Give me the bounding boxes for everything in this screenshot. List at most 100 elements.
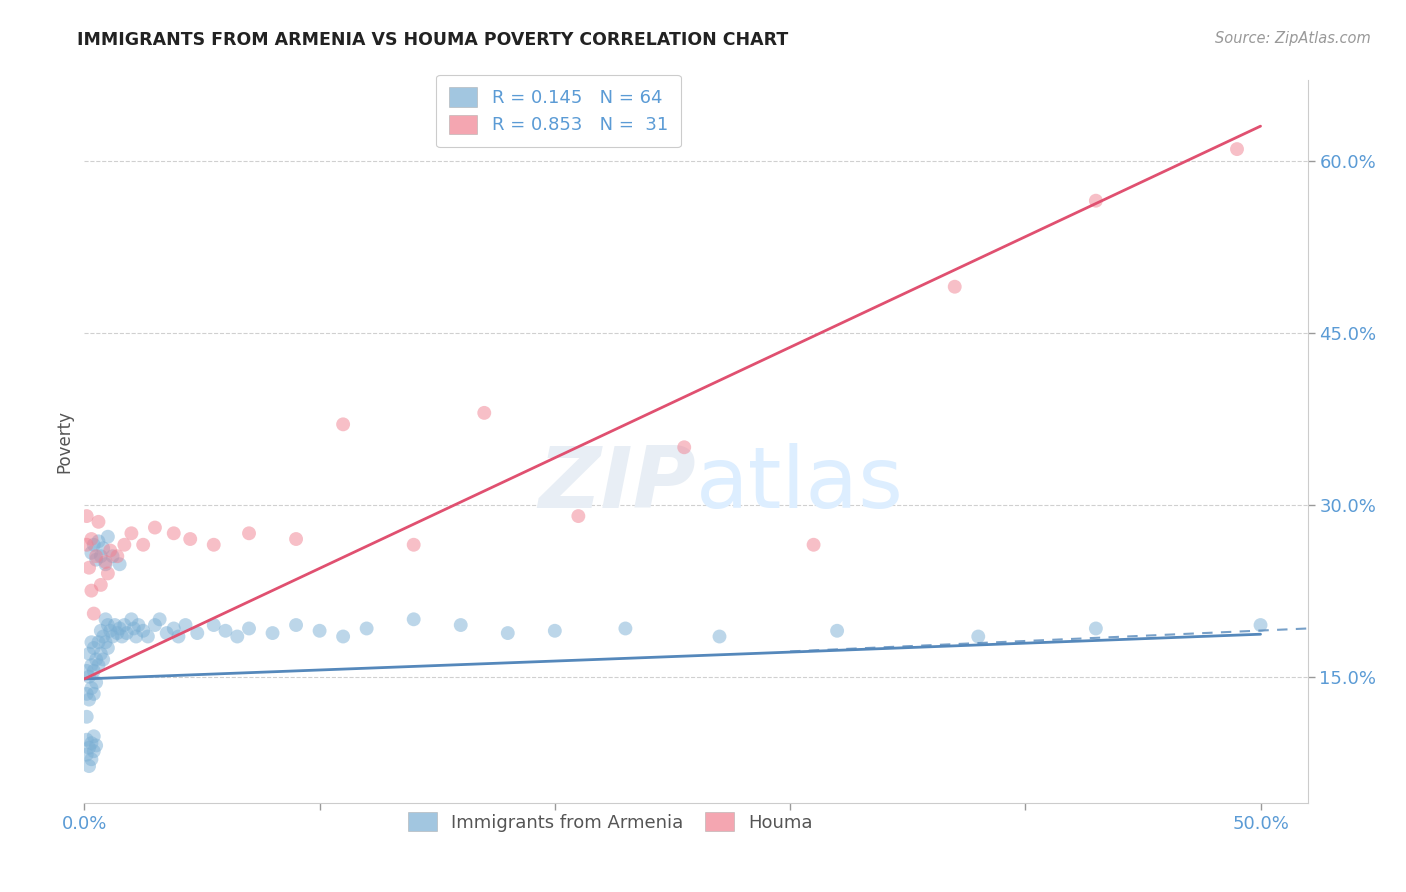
Point	[80, 752, 103, 766]
Point	[80, 635, 103, 649]
Point	[94, 612, 117, 626]
Point	[202, 538, 225, 552]
Point	[167, 630, 190, 644]
Point	[77, 692, 100, 706]
Point	[98, 543, 121, 558]
Point	[136, 630, 159, 644]
Point	[112, 618, 135, 632]
Point	[544, 624, 567, 638]
Point	[285, 618, 308, 632]
Point	[84, 549, 107, 564]
Point	[80, 532, 103, 546]
Point	[163, 622, 186, 636]
Point	[122, 622, 145, 636]
Point	[84, 675, 107, 690]
Point	[402, 612, 425, 626]
Point	[1084, 622, 1107, 636]
Point	[1226, 142, 1249, 156]
Point	[77, 670, 100, 684]
Point	[356, 622, 378, 636]
Point	[125, 630, 148, 644]
Point	[156, 626, 179, 640]
Point	[1250, 618, 1272, 632]
Point	[332, 417, 354, 432]
Point	[94, 555, 117, 569]
Legend: Immigrants from Armenia, Houma: Immigrants from Armenia, Houma	[399, 803, 823, 841]
Point	[76, 664, 98, 678]
Point	[76, 687, 98, 701]
Point	[83, 744, 105, 758]
Point	[97, 640, 120, 655]
Point	[98, 624, 121, 638]
Point	[94, 558, 117, 572]
Point	[84, 652, 107, 666]
Point	[97, 566, 120, 581]
Point	[80, 658, 103, 673]
Point	[76, 710, 98, 724]
Point	[226, 630, 249, 644]
Point	[76, 732, 98, 747]
Point	[238, 526, 260, 541]
Point	[214, 624, 236, 638]
Point	[97, 618, 120, 632]
Text: Source: ZipAtlas.com: Source: ZipAtlas.com	[1215, 31, 1371, 46]
Point	[77, 740, 100, 755]
Text: IMMIGRANTS FROM ARMENIA VS HOUMA POVERTY CORRELATION CHART: IMMIGRANTS FROM ARMENIA VS HOUMA POVERTY…	[77, 31, 789, 49]
Point	[709, 630, 731, 644]
Point	[567, 509, 589, 524]
Point	[105, 626, 128, 640]
Point	[108, 622, 131, 636]
Point	[104, 618, 127, 632]
Point	[186, 626, 208, 640]
Point	[83, 729, 105, 743]
Point	[80, 546, 103, 560]
Point	[94, 635, 117, 649]
Point	[332, 630, 354, 644]
Point	[105, 549, 128, 564]
Point	[402, 538, 425, 552]
Point	[101, 549, 124, 564]
Text: ZIP: ZIP	[538, 443, 696, 526]
Point	[120, 612, 142, 626]
Point	[108, 558, 131, 572]
Point	[84, 552, 107, 566]
Point	[76, 538, 98, 552]
Point	[943, 279, 966, 293]
Y-axis label: Poverty: Poverty	[55, 410, 73, 473]
Point	[450, 618, 472, 632]
Point	[80, 681, 103, 695]
Point	[496, 626, 519, 640]
Point	[83, 538, 105, 552]
Point	[163, 526, 186, 541]
Point	[101, 630, 124, 644]
Point	[87, 635, 110, 649]
Point	[97, 530, 120, 544]
Point	[111, 630, 134, 644]
Point	[132, 538, 155, 552]
Point	[83, 640, 105, 655]
Point	[90, 647, 112, 661]
Point	[174, 618, 197, 632]
Point	[673, 440, 696, 454]
Point	[84, 739, 107, 753]
Point	[120, 526, 142, 541]
Point	[80, 736, 103, 750]
Point	[112, 538, 135, 552]
Point	[202, 618, 225, 632]
Point	[83, 687, 105, 701]
Point	[132, 624, 155, 638]
Point	[803, 538, 825, 552]
Point	[77, 647, 100, 661]
Point	[80, 583, 103, 598]
Point	[83, 664, 105, 678]
Point	[91, 652, 114, 666]
Point	[127, 618, 149, 632]
Point	[308, 624, 330, 638]
Point	[262, 626, 284, 640]
Point	[77, 759, 100, 773]
Point	[76, 509, 98, 524]
Point	[76, 747, 98, 762]
Point	[179, 532, 201, 546]
Point	[115, 626, 138, 640]
Point	[143, 520, 166, 534]
